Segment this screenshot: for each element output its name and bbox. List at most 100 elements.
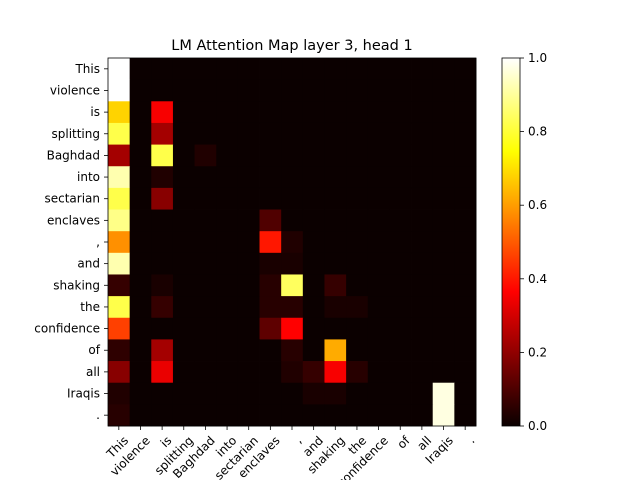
heatmap-cell	[389, 274, 412, 297]
heatmap-cell	[237, 144, 260, 167]
y-tick-label: is	[90, 105, 100, 119]
y-tick-label: This	[74, 62, 100, 76]
heatmap-cell	[129, 339, 152, 362]
heatmap-cell	[432, 274, 455, 297]
heatmap-cell	[454, 404, 477, 427]
heatmap-cell	[346, 296, 369, 319]
heatmap-cell	[346, 101, 369, 124]
heatmap-cell	[259, 122, 282, 145]
heatmap-cell	[108, 58, 131, 81]
heatmap-cell	[259, 274, 282, 297]
heatmap-cell	[172, 382, 195, 405]
heatmap-cell	[302, 404, 325, 427]
heatmap-cell	[454, 122, 477, 145]
heatmap-cell	[281, 339, 304, 362]
heatmap-cell	[302, 58, 325, 81]
heatmap-cell	[302, 209, 325, 232]
heatmap-cell	[108, 361, 131, 384]
heatmap-cell	[302, 252, 325, 275]
heatmap-cell	[346, 404, 369, 427]
heatmap-cell	[108, 166, 131, 189]
y-tick-label: shaking	[53, 278, 100, 292]
heatmap-cell	[216, 339, 239, 362]
heatmap-cell	[324, 209, 347, 232]
heatmap-cell	[302, 296, 325, 319]
chart-title: LM Attention Map layer 3, head 1	[171, 38, 412, 54]
heatmap-cell	[151, 339, 174, 362]
heatmap-cell	[281, 101, 304, 124]
heatmap-cell	[281, 122, 304, 145]
heatmap-cell	[367, 361, 390, 384]
heatmap-cell	[216, 79, 239, 102]
heatmap-cell	[194, 101, 217, 124]
heatmap-cell	[346, 274, 369, 297]
heatmap-cell	[367, 209, 390, 232]
heatmap-cell	[432, 209, 455, 232]
heatmap-cell	[151, 231, 174, 254]
heatmap-cell	[237, 317, 260, 340]
heatmap-cell	[454, 101, 477, 124]
heatmap-cell	[108, 317, 131, 340]
heatmap-cell	[259, 252, 282, 275]
heatmap-cell	[129, 166, 152, 189]
heatmap-cell	[172, 317, 195, 340]
heatmap-cell	[172, 101, 195, 124]
heatmap-cell	[432, 252, 455, 275]
heatmap-cell	[281, 404, 304, 427]
heatmap-cell	[108, 382, 131, 405]
heatmap-cell	[108, 79, 131, 102]
heatmap-cells	[107, 57, 477, 427]
heatmap-cell	[389, 187, 412, 210]
colorbar-tick-label: 1.0	[528, 51, 547, 65]
heatmap-cell	[129, 187, 152, 210]
heatmap-cell	[346, 122, 369, 145]
heatmap-cell	[216, 144, 239, 167]
heatmap-cell	[302, 166, 325, 189]
heatmap-cell	[216, 187, 239, 210]
heatmap-cell	[389, 339, 412, 362]
heatmap-cell	[454, 296, 477, 319]
heatmap-cell	[194, 166, 217, 189]
heatmap-cell	[324, 339, 347, 362]
heatmap-cell	[302, 274, 325, 297]
heatmap-cell	[129, 231, 152, 254]
y-tick-label: sectarian	[44, 192, 100, 206]
heatmap-cell	[194, 296, 217, 319]
heatmap-cell	[411, 144, 434, 167]
heatmap-cell	[237, 382, 260, 405]
heatmap-cell	[281, 209, 304, 232]
heatmap-cell	[194, 231, 217, 254]
heatmap-cell	[172, 231, 195, 254]
heatmap-cell	[324, 274, 347, 297]
heatmap-cell	[194, 209, 217, 232]
heatmap-cell	[302, 79, 325, 102]
heatmap-cell	[172, 122, 195, 145]
heatmap-cell	[129, 274, 152, 297]
heatmap-cell	[108, 101, 131, 124]
heatmap-cell	[151, 209, 174, 232]
heatmap-cell	[389, 101, 412, 124]
heatmap-cell	[237, 231, 260, 254]
heatmap-cell	[108, 144, 131, 167]
heatmap-cell	[172, 296, 195, 319]
heatmap-cell	[324, 101, 347, 124]
heatmap-cell	[108, 296, 131, 319]
heatmap-cell	[367, 382, 390, 405]
heatmap-cell	[237, 361, 260, 384]
heatmap-cell	[346, 317, 369, 340]
heatmap-cell	[367, 404, 390, 427]
heatmap-cell	[194, 58, 217, 81]
y-tick-label: .	[96, 408, 100, 422]
heatmap-cell	[389, 231, 412, 254]
heatmap-cell	[259, 101, 282, 124]
heatmap-cell	[454, 252, 477, 275]
heatmap-cell	[411, 296, 434, 319]
heatmap-cell	[151, 122, 174, 145]
colorbar-tick-label: 0.0	[528, 419, 547, 433]
heatmap-cell	[151, 361, 174, 384]
heatmap-cell	[216, 209, 239, 232]
heatmap-cell	[216, 274, 239, 297]
heatmap-cell	[151, 382, 174, 405]
heatmap-cell	[302, 317, 325, 340]
heatmap-cell	[324, 317, 347, 340]
